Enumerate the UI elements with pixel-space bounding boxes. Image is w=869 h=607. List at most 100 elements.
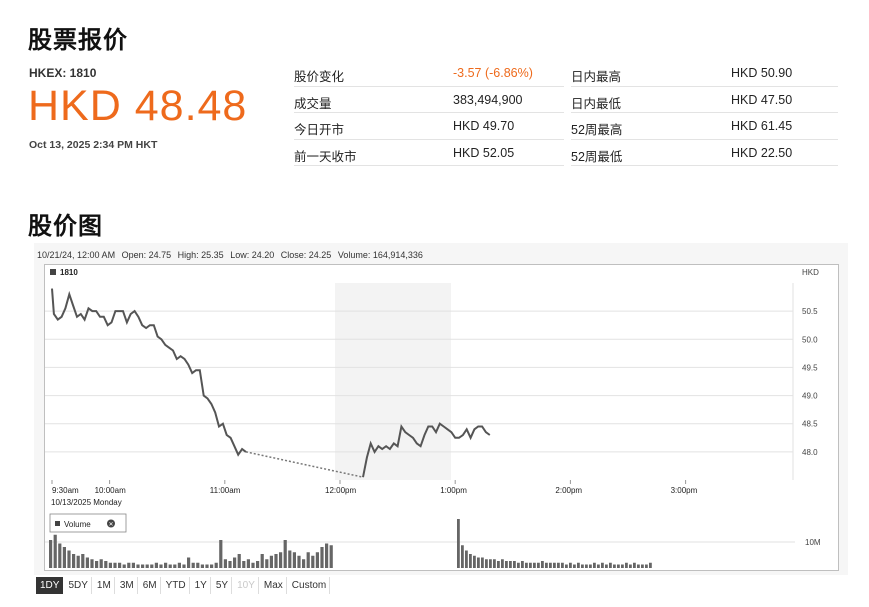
volume-bar [122,564,126,568]
volume-bar [141,564,145,568]
y-tick-label: 49.0 [802,392,818,401]
volume-bar [457,519,460,568]
volume-bar [233,557,237,568]
series-legend-swatch [50,269,56,275]
volume-bar [645,564,648,568]
range-button-5dy[interactable]: 5DY [65,577,92,594]
info-close: Close: 24.25 [280,250,332,260]
volume-bar [90,559,94,568]
stat-row: 成交量 383,494,900 [294,87,564,113]
volume-bar [325,543,329,568]
volume-bar [469,554,472,568]
range-button-custom[interactable]: Custom [289,577,331,594]
volume-bar [292,552,296,568]
volume-bar [302,559,306,568]
y-axis: 50.5 50.0 49.5 49.0 48.5 48.0 [802,307,818,457]
volume-bar [260,554,264,568]
volume-bar [477,557,480,568]
stat-value-volume: 383,494,900 [453,92,523,107]
volume-bar [481,557,484,568]
stat-row: 今日开市 HKD 49.70 [294,113,564,140]
stat-value-prev-close: HKD 52.05 [453,145,515,160]
volume-bar [288,550,292,568]
range-button-10y: 10Y [234,577,259,594]
volume-bar [99,559,103,568]
volume-bar [182,564,186,568]
volume-bar [251,562,255,568]
range-button-1m[interactable]: 1M [94,577,115,594]
stat-value-52w-low: HKD 22.50 [731,145,793,160]
range-button-6m[interactable]: 6M [140,577,161,594]
chart-date-label: 10/13/2025 Monday [51,498,122,507]
range-button-1dy[interactable]: 1DY [36,577,64,594]
price-chart[interactable]: 50.5 50.0 49.5 49.0 48.5 48.0 HKD 1810 9:30am… [45,265,838,570]
volume-bar [237,554,241,568]
volume-bar [131,562,135,568]
volume-bar [641,564,644,568]
volume-bar [95,561,99,568]
volume-bar [191,562,195,568]
volume-bar [585,564,588,568]
volume-bar [529,562,532,568]
range-button-3m[interactable]: 3M [117,577,138,594]
stat-value-day-low: HKD 47.50 [731,92,793,107]
volume-bar [525,562,528,568]
close-icon[interactable] [107,519,115,528]
price-line-afternoon [362,422,491,478]
volume-legend[interactable]: Volume ✕ [49,513,127,533]
volume-bar [497,561,500,568]
stat-label: 52周最高 [571,123,623,137]
stat-row: 日内最低 HKD 47.50 [571,87,838,113]
volume-bar [597,564,600,568]
volume-bar [493,559,496,568]
volume-tick-10m: 10M [805,538,821,547]
info-date: 10/21/24, 12:00 AM [37,250,116,260]
volume-legend-box[interactable] [49,513,127,533]
volume-bar [154,562,158,568]
volume-bar [256,561,260,568]
volume-bar [329,545,333,568]
chart-grid [45,283,794,480]
chart-plot-frame[interactable]: 50.5 50.0 49.5 49.0 48.5 48.0 HKD 1810 9:30am… [44,264,839,571]
volume-bar [205,564,209,568]
quote-section-title: 股票报价 [28,27,128,54]
stat-value-52w-high: HKD 61.45 [731,119,793,133]
volume-bar [67,550,71,568]
volume-bar [274,554,278,568]
volume-bar [625,562,628,568]
range-button-1y[interactable]: 1Y [192,577,211,594]
volume-bar [297,555,301,568]
volume-bar [537,562,540,568]
series-legend-label: 1810 [60,268,78,277]
stats-table-left: 股价变化 -3.57 (-6.86%) 成交量 383,494,900 今日开市… [294,60,564,166]
range-button-ytd[interactable]: YTD [163,577,190,594]
volume-bar [601,562,604,568]
stat-label: 今日开市 [294,123,345,137]
volume-bar [465,550,468,568]
volume-bar [609,562,612,568]
x-axis: 9:30am 10:00am 11:00am 12:00pm 1:00pm 2:00pm 3… [51,480,698,495]
volume-bar [113,562,117,568]
range-button-max[interactable]: Max [261,577,287,594]
volume-bar [196,562,200,568]
volume-bar [187,557,191,568]
volume-bar [573,564,576,568]
range-button-5y[interactable]: 5Y [213,577,233,594]
volume-bars [49,519,652,568]
volume-bar [549,562,552,568]
stat-label: 前一天收市 [294,149,357,164]
volume-bar [223,559,227,568]
volume-bar [569,562,572,568]
volume-bar [561,562,564,568]
volume-bar [164,562,168,568]
volume-bar [85,557,89,568]
volume-bar [136,564,140,568]
stat-value-open: HKD 49.70 [453,119,515,133]
stat-label: 日内最高 [571,70,622,84]
stats-table-right: 日内最高 HKD 50.90 日内最低 HKD 47.50 52周最高 HKD … [571,60,838,166]
chart-section-title: 股价图 [28,213,103,240]
stat-row: 日内最高 HKD 50.90 [571,60,838,87]
lunch-break-shading [335,283,451,480]
volume-bar [214,562,218,568]
stat-label: 股价变化 [294,70,345,84]
